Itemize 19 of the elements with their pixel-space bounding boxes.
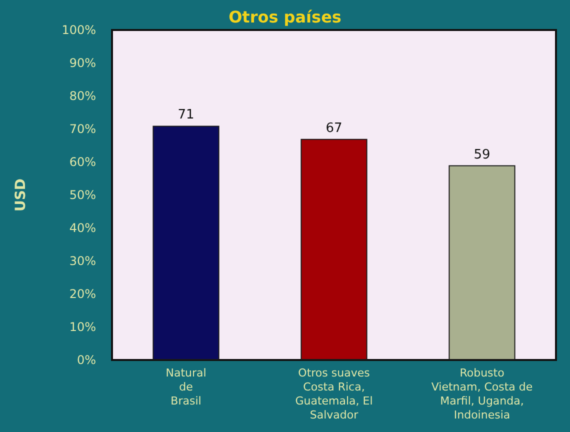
y-tick-label: 90% (69, 56, 96, 70)
y-tick-label: 100% (62, 23, 96, 37)
y-tick-label: 60% (69, 155, 96, 169)
data-label: 67 (326, 120, 342, 136)
y-tick-label: 80% (69, 89, 96, 103)
x-tick-label: Robusto Vietnam, Costa de Marfil, Uganda, Indoinesia (431, 366, 533, 422)
y-tick-label: 70% (69, 122, 96, 136)
y-axis-title: USD (13, 178, 29, 212)
y-tick-label: 20% (69, 287, 96, 301)
y-tick-label: 10% (69, 320, 96, 334)
y-tick-label: 30% (69, 254, 96, 268)
y-tick-label: 40% (69, 221, 96, 235)
x-tick-label: Otros suaves Costa Rica, Guatemala, El Salvador (295, 366, 373, 422)
chart-title: Otros países (228, 8, 342, 26)
y-tick-label: 0% (76, 353, 96, 367)
data-label: 59 (474, 147, 490, 162)
x-tick-label: Natural de Brasil (166, 366, 206, 408)
data-label: 71 (178, 108, 194, 123)
y-tick-label: 50% (69, 188, 96, 202)
